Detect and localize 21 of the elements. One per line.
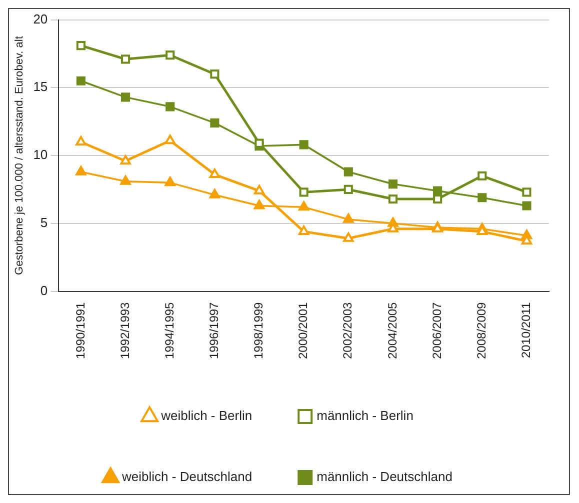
x-tick-label: 2004/2005: [385, 302, 400, 360]
x-tick-label: 2002/2003: [340, 302, 355, 360]
x-tick-label: 2008/2009: [474, 302, 488, 360]
x-tick-label: 1992/1993: [118, 302, 132, 360]
y-axis-title: Gestorbene je 100.000 / altersstand. Eurobev. alt: [14, 36, 26, 275]
legend-label: weiblich - Deutschland: [121, 469, 252, 484]
y-tick-label: 20: [33, 11, 48, 26]
y-tick-label: 5: [40, 214, 48, 230]
legend-label: männlich - Deutschland: [316, 469, 452, 484]
x-tick-label: 1998/1999: [252, 302, 266, 360]
legend-label: männlich - Berlin: [316, 408, 414, 424]
x-tick-label: 2006/2007: [430, 302, 444, 360]
x-tick-label: 2000/2001: [296, 302, 310, 360]
legend-label: weiblich - Berlin: [160, 408, 252, 424]
x-tick-label: 1996/1997: [206, 302, 221, 360]
x-tick-label: 1990/1991: [73, 302, 88, 360]
x-tick-label: 2010/2011: [519, 302, 534, 358]
y-tick-label: 0: [40, 282, 48, 298]
y-tick-label: 15: [33, 79, 48, 94]
x-tick-label: 1994/1995: [162, 302, 176, 360]
y-tick-label: 10: [33, 147, 48, 162]
